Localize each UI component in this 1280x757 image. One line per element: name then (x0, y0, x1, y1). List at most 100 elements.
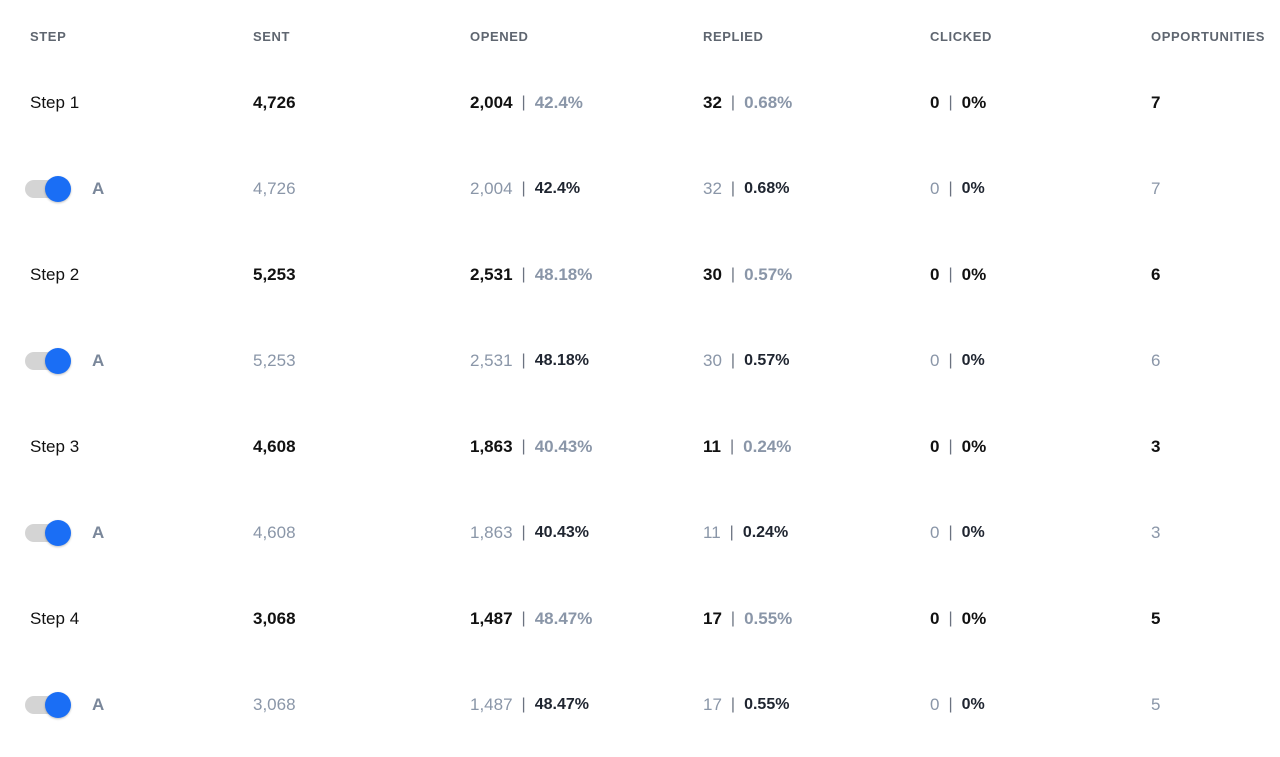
replied-count: 17 (703, 695, 722, 714)
variant-label: A (92, 351, 105, 370)
clicked-count: 0 (930, 93, 940, 112)
opportunities-count: 7 (1151, 179, 1161, 198)
separator: | (521, 610, 526, 627)
sent-count: 5,253 (253, 265, 296, 284)
replied-count: 32 (703, 93, 722, 112)
replied-rate: 0.68% (744, 93, 793, 112)
step-label: Step 4 (30, 609, 80, 628)
separator: | (521, 352, 526, 369)
step-row[interactable]: Step 4 3,068 1,487 | 48.47% 17 | 0.55% 0 | 0% … (0, 599, 1280, 639)
opportunities-count: 6 (1151, 265, 1161, 284)
separator: | (521, 438, 526, 455)
clicked-rate: 0% (961, 352, 985, 369)
clicked-rate: 0% (961, 437, 987, 456)
clicked-count: 0 (930, 609, 940, 628)
clicked-rate: 0% (961, 524, 985, 541)
variant-toggle[interactable] (25, 692, 71, 718)
opportunities-count: 5 (1151, 695, 1161, 714)
clicked-count: 0 (930, 351, 940, 370)
replied-count: 32 (703, 179, 722, 198)
column-header-opened[interactable]: OPENED (470, 29, 529, 44)
clicked-count: 0 (930, 523, 940, 542)
variant-row[interactable]: A 4,726 2,004 | 42.4% 32 | 0.68% 0 | 0% 7 (0, 169, 1280, 209)
sent-count: 4,608 (253, 437, 296, 456)
sent-count: 3,068 (253, 609, 296, 628)
separator: | (521, 696, 526, 713)
toggle-knob (45, 176, 71, 202)
variant-label: A (92, 179, 105, 198)
separator: | (521, 266, 526, 283)
separator: | (948, 94, 953, 111)
separator: | (730, 94, 736, 111)
step-row[interactable]: Step 1 4,726 2,004 | 42.4% 32 | 0.68% 0 | 0% 7 (0, 83, 1280, 123)
replied-count: 17 (703, 609, 722, 628)
toggle-knob (45, 348, 71, 374)
replied-count: 11 (703, 523, 721, 542)
opened-rate: 48.47% (534, 696, 589, 713)
opportunities-count: 6 (1151, 351, 1161, 370)
replied-rate: 0.57% (744, 265, 793, 284)
clicked-rate: 0% (961, 93, 987, 112)
step-label: Step 2 (30, 265, 80, 284)
replied-rate: 0.24% (743, 437, 792, 456)
clicked-count: 0 (930, 265, 940, 284)
replied-count: 30 (703, 351, 722, 370)
clicked-count: 0 (930, 179, 940, 198)
clicked-rate: 0% (961, 609, 987, 628)
variant-row[interactable]: A 3,068 1,487 | 48.47% 17 | 0.55% 0 | 0% 5 (0, 685, 1280, 725)
variant-toggle[interactable] (25, 176, 71, 202)
replied-rate: 0.55% (744, 609, 793, 628)
variant-label: A (92, 523, 105, 542)
step-row[interactable]: Step 3 4,608 1,863 | 40.43% 11 | 0.24% 0 | 0% … (0, 427, 1280, 467)
column-header-clicked[interactable]: CLICKED (930, 29, 992, 44)
clicked-count: 0 (930, 695, 940, 714)
step-label: Step 3 (30, 437, 80, 456)
opportunities-count: 3 (1151, 437, 1161, 456)
column-header-step[interactable]: STEP (30, 29, 67, 44)
column-header-opportunities[interactable]: OPPORTUNITIES (1151, 29, 1265, 44)
replied-rate: 0.68% (744, 180, 790, 197)
opened-count: 2,531 (470, 351, 513, 370)
opened-rate: 40.43% (534, 437, 593, 456)
variant-label: A (92, 695, 105, 714)
clicked-rate: 0% (961, 265, 987, 284)
replied-count: 11 (703, 437, 721, 456)
separator: | (729, 438, 735, 455)
separator: | (948, 438, 953, 455)
variant-toggle[interactable] (25, 520, 71, 546)
separator: | (730, 610, 736, 627)
separator: | (521, 180, 526, 197)
opened-count: 1,487 (470, 609, 513, 628)
variant-toggle[interactable] (25, 348, 71, 374)
variant-row[interactable]: A 5,253 2,531 | 48.18% 30 | 0.57% 0 | 0% 6 (0, 341, 1280, 381)
column-header-sent[interactable]: SENT (253, 29, 291, 44)
separator: | (948, 352, 953, 369)
separator: | (948, 180, 953, 197)
table-header: STEP SENT OPENED REPLIED CLICKED OPPORTU… (0, 29, 1280, 47)
separator: | (730, 352, 736, 369)
step-row[interactable]: Step 2 5,253 2,531 | 48.18% 30 | 0.57% 0 | 0% … (0, 255, 1280, 295)
opened-count: 1,863 (470, 437, 513, 456)
opened-rate: 42.4% (534, 93, 583, 112)
clicked-rate: 0% (961, 696, 985, 713)
separator: | (730, 696, 736, 713)
toggle-knob (45, 692, 71, 718)
separator: | (948, 524, 953, 541)
opened-count: 2,531 (470, 265, 513, 284)
sent-count: 5,253 (253, 351, 296, 370)
toggle-knob (45, 520, 71, 546)
step-label: Step 1 (30, 93, 80, 112)
opened-count: 2,004 (470, 179, 513, 198)
separator: | (521, 94, 526, 111)
separator: | (730, 266, 736, 283)
opportunities-count: 7 (1151, 93, 1161, 112)
opportunities-count: 3 (1151, 523, 1161, 542)
variant-row[interactable]: A 4,608 1,863 | 40.43% 11 | 0.24% 0 | 0% 3 (0, 513, 1280, 553)
opened-count: 1,487 (470, 695, 513, 714)
replied-rate: 0.55% (744, 696, 790, 713)
opened-rate: 40.43% (534, 524, 589, 541)
column-header-replied[interactable]: REPLIED (703, 29, 764, 44)
separator: | (730, 180, 736, 197)
separator: | (948, 266, 953, 283)
